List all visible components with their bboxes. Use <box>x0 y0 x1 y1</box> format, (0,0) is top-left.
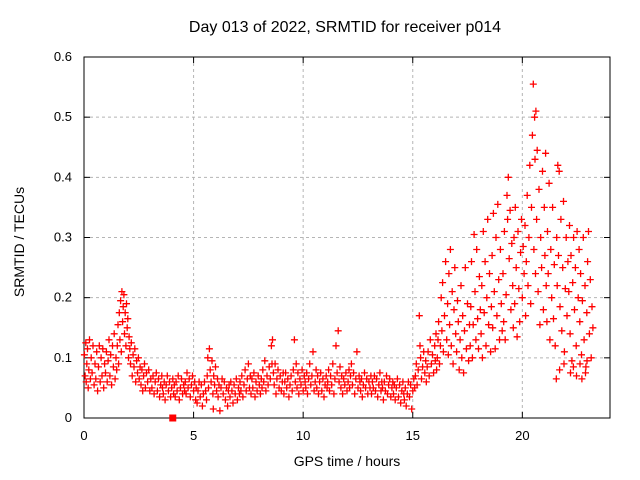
axis-ticks <box>83 56 610 419</box>
y-tick-label: 0.5 <box>54 109 72 124</box>
x-tick-label: 5 <box>190 428 197 443</box>
chart-title: Day 013 of 2022, SRMTID for receiver p01… <box>189 19 501 36</box>
y-axis-label: SRMTID / TECUs <box>11 187 27 297</box>
y-tick-label: 0.3 <box>54 230 72 245</box>
data-points <box>80 80 597 422</box>
scatter-series-SRMTID <box>80 80 597 415</box>
x-tick-label: 15 <box>406 428 420 443</box>
y-tick-label: 0.1 <box>54 350 72 365</box>
tick-labels: 0 5 10 15 20 0 0.1 0.2 0.3 0.4 0.5 0.6 <box>54 49 530 443</box>
y-tick-label: 0.4 <box>54 169 72 184</box>
y-tick-label: 0.6 <box>54 49 72 64</box>
x-axis-label: GPS time / hours <box>294 453 401 469</box>
square-marker-zero-flag <box>169 414 177 422</box>
y-tick-label: 0.2 <box>54 290 72 305</box>
x-tick-label: 0 <box>80 428 87 443</box>
x-tick-label: 20 <box>515 428 529 443</box>
y-tick-label: 0 <box>65 410 72 425</box>
x-tick-label: 10 <box>296 428 310 443</box>
